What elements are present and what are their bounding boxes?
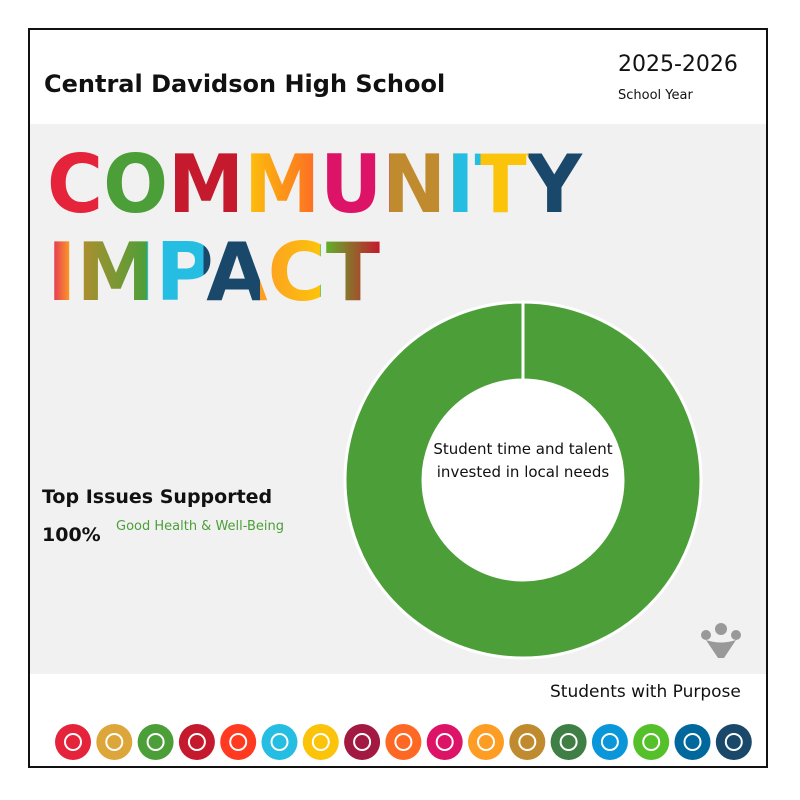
goal-icon <box>261 724 298 760</box>
issues-title: Top Issues Supported <box>42 486 273 508</box>
goal-icon <box>137 724 174 760</box>
goal-icon-glyph <box>105 733 124 751</box>
footer: Students with Purpose <box>550 682 741 702</box>
goal-icon <box>509 724 546 760</box>
donut-segment <box>343 300 703 660</box>
frame: COMMUNITY IMPACT Central Davidson High S… <box>28 28 768 768</box>
issue-percent: 100% <box>42 524 101 546</box>
goal-icon <box>426 724 463 760</box>
issue-name: Good Health & Well-Being <box>116 519 285 534</box>
goal-icon <box>220 724 257 760</box>
year-label: School Year <box>618 88 693 103</box>
goal-icon <box>633 724 670 760</box>
goal-icon-glyph <box>146 733 165 751</box>
center-text: Student time and talent invested in loca… <box>433 440 613 481</box>
goal-icon-glyph <box>229 733 248 751</box>
goal-icon <box>385 724 422 760</box>
goal-icon-glyph <box>642 733 661 751</box>
goal-icon <box>178 724 215 760</box>
goal-icon <box>344 724 381 760</box>
goal-icon-glyph <box>477 733 495 751</box>
headline-line: IMPACT <box>47 226 380 319</box>
donut-hole <box>424 381 622 579</box>
goal-icon-glyph <box>311 733 330 751</box>
school-name: Central Davidson High School <box>44 70 446 98</box>
goal-icon <box>96 724 133 760</box>
goal-icon-glyph <box>683 733 702 751</box>
goal-icon <box>55 724 91 760</box>
goal-icon <box>302 724 339 760</box>
goal-icon-glyph <box>187 733 206 751</box>
goal-icon-glyph <box>64 733 82 751</box>
goal-icon <box>468 724 504 760</box>
graphics: COMMUNITY IMPACT <box>47 138 752 760</box>
goal-icon-glyph <box>724 733 743 751</box>
goal-icon-glyph <box>518 733 537 751</box>
goal-icon-glyph <box>600 733 619 751</box>
goal-icon-glyph <box>270 733 289 751</box>
logo <box>701 623 741 658</box>
goal-icon <box>550 724 587 760</box>
goal-icon <box>715 724 752 760</box>
year: 2025-2026 <box>618 52 738 77</box>
goal-icon <box>674 724 711 760</box>
goal-icon-glyph <box>353 733 372 751</box>
goal-icon-glyph <box>435 733 454 751</box>
goal-icon-glyph <box>394 733 413 751</box>
headline-line: COMMUNITY <box>47 138 583 231</box>
goal-icon-glyph <box>559 733 578 751</box>
goal-icon <box>591 724 628 760</box>
